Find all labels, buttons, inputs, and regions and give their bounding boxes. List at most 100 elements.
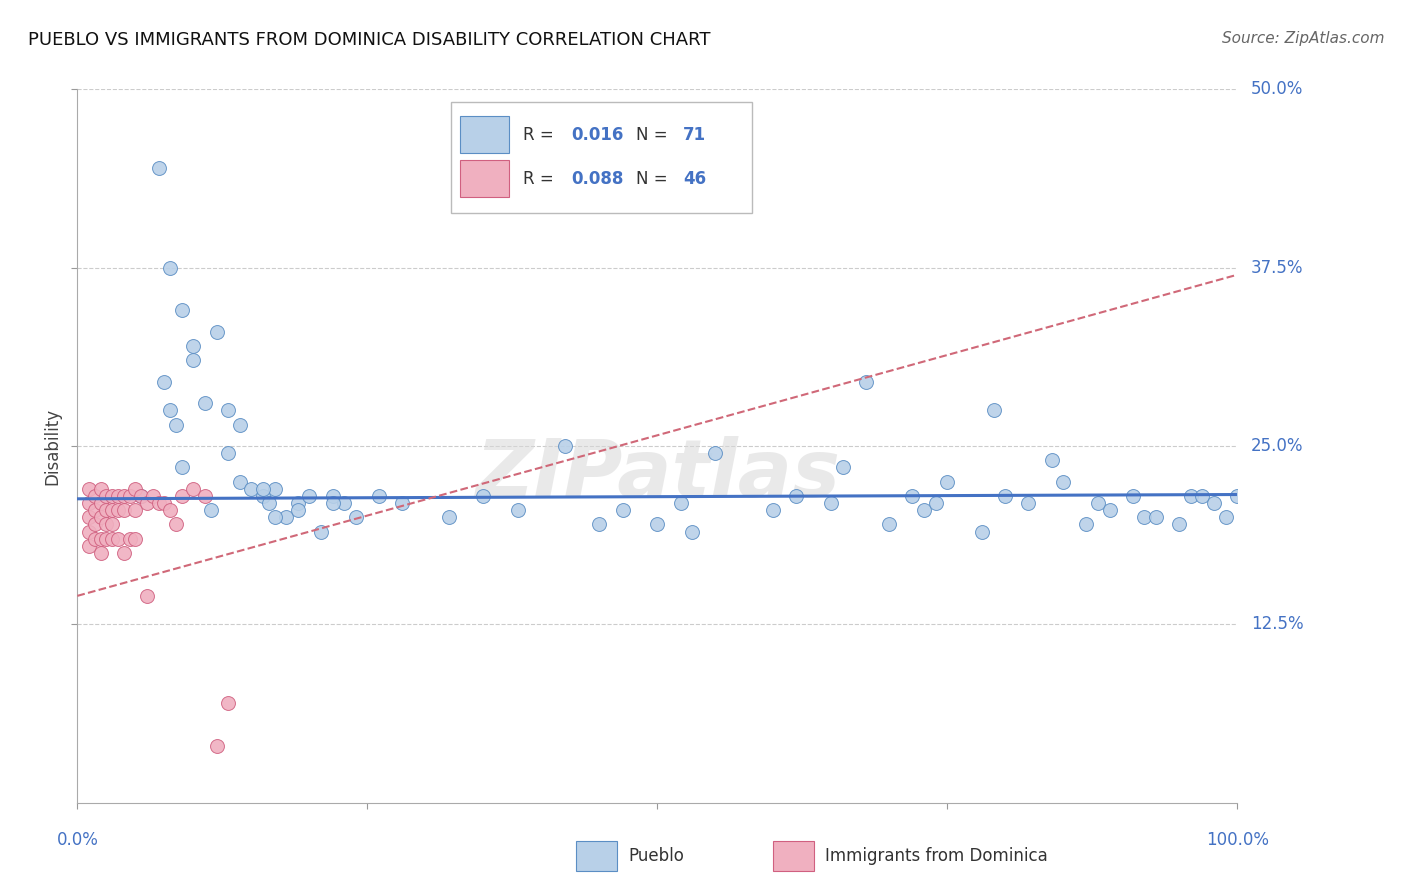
Point [257,496,280,510]
Text: 46: 46 [683,170,706,188]
Point [217,403,239,417]
Point [287,496,309,510]
Point [901,489,924,503]
Point [437,510,460,524]
Point [170,460,193,475]
Text: 0.088: 0.088 [571,170,624,188]
Point [77,496,100,510]
Point [263,510,285,524]
Point [96,532,118,546]
Point [1168,517,1191,532]
Point [1087,496,1109,510]
Point [101,532,124,546]
Point [1122,489,1144,503]
Text: 0.016: 0.016 [571,126,624,144]
Text: N =: N = [637,126,673,144]
Point [124,532,146,546]
Point [1133,510,1156,524]
Point [77,482,100,496]
Point [83,532,105,546]
Text: 50.0%: 50.0% [1251,80,1303,98]
Text: Source: ZipAtlas.com: Source: ZipAtlas.com [1222,31,1385,46]
Text: N =: N = [637,170,673,188]
Point [240,482,263,496]
Text: 25.0%: 25.0% [1251,437,1303,455]
Point [96,517,118,532]
Point [153,375,176,389]
Point [135,589,157,603]
Point [107,503,129,517]
FancyBboxPatch shape [773,841,814,871]
Point [217,696,239,710]
Point [170,303,193,318]
Point [77,510,100,524]
Point [669,496,692,510]
Point [124,482,146,496]
Point [107,489,129,503]
Point [994,489,1017,503]
Point [912,503,935,517]
Point [1215,510,1237,524]
Point [118,489,141,503]
Point [77,524,100,539]
Point [1098,503,1121,517]
Point [252,482,274,496]
Point [972,524,994,539]
Point [129,489,152,503]
Text: 12.5%: 12.5% [1251,615,1303,633]
Text: Immigrants from Dominica: Immigrants from Dominica [825,847,1049,865]
Text: PUEBLO VS IMMIGRANTS FROM DOMINICA DISABILITY CORRELATION CHART: PUEBLO VS IMMIGRANTS FROM DOMINICA DISAB… [28,31,710,49]
Point [83,517,105,532]
Point [1040,453,1063,467]
Text: 71: 71 [683,126,706,144]
Point [681,524,703,539]
Text: 100.0%: 100.0% [1206,830,1268,848]
Point [263,482,285,496]
Point [368,489,391,503]
Point [101,517,124,532]
Point [83,503,105,517]
FancyBboxPatch shape [460,116,509,153]
Point [274,510,298,524]
Text: ZIPatlas: ZIPatlas [475,435,839,514]
Point [1144,510,1167,524]
Point [129,489,152,503]
Point [112,489,135,503]
Point [785,489,807,503]
Point [194,489,217,503]
FancyBboxPatch shape [576,841,617,871]
FancyBboxPatch shape [460,161,509,197]
Point [321,489,344,503]
Point [205,325,228,339]
Point [287,503,309,517]
Point [1180,489,1202,503]
Point [1052,475,1074,489]
Point [159,260,181,275]
Point [762,503,785,517]
Point [554,439,576,453]
FancyBboxPatch shape [451,102,752,212]
Point [228,417,252,432]
Point [90,532,111,546]
Text: R =: R = [523,170,558,188]
Point [90,496,111,510]
Point [183,339,205,353]
Point [832,460,855,475]
Point [90,510,111,524]
Point [83,489,105,503]
Point [321,496,344,510]
Point [506,503,529,517]
Point [200,503,222,517]
Point [298,489,321,503]
Point [855,375,877,389]
Point [704,446,727,460]
Point [588,517,610,532]
Text: R =: R = [523,126,558,144]
Point [391,496,413,510]
Point [118,532,141,546]
Point [142,489,165,503]
Text: Pueblo: Pueblo [628,847,685,865]
Point [112,503,135,517]
Point [925,496,948,510]
Point [159,403,181,417]
